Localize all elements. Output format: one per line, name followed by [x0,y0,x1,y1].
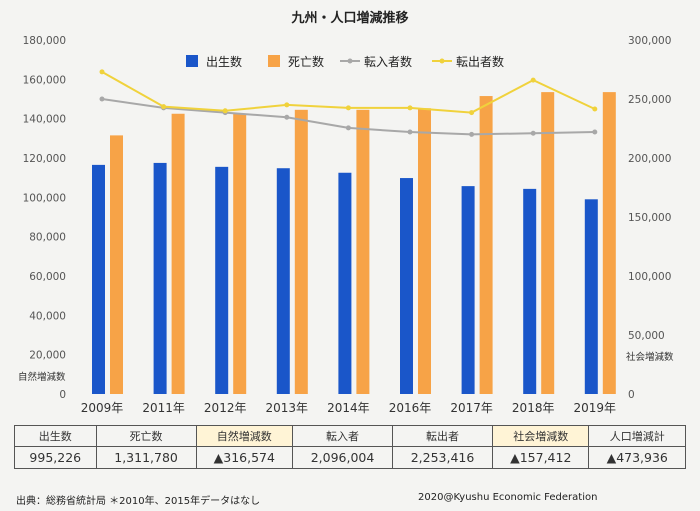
summary-value: 1,311,780 [95,446,197,469]
y-right-tick-label: 150,000 [628,212,671,224]
y-right-tick-label: 200,000 [628,153,671,165]
point-move-out [284,102,290,108]
bar-deaths [541,92,555,394]
bar-deaths [602,92,616,394]
summary-value: 2,253,416 [392,446,494,469]
point-move-in [592,129,598,135]
y-right-tick-label: 0 [628,389,635,401]
summary-header: 人口増減計 [588,425,686,447]
legend-swatch [268,55,280,67]
legend-label: 転入者数 [364,54,412,69]
point-move-out [161,104,167,110]
summary-header: 社会増減数 [492,425,590,447]
bar-births [584,199,598,394]
y-right-axis-label: 社会増減数 [626,351,674,363]
point-move-out [469,110,475,116]
y-right-tick-label: 50,000 [628,330,665,342]
y-left-tick-label: 40,000 [29,310,66,322]
bar-deaths [171,113,185,394]
x-tick-label: 2011年 [142,401,185,415]
summary-header: 死亡数 [95,425,197,447]
legend: 出生数 死亡数 転入者数 転出者数 [186,54,504,69]
summary-value: ▲316,574 [195,446,294,469]
point-move-in [407,129,413,135]
y-left-tick-label: 140,000 [23,114,66,126]
bar-deaths [418,108,431,394]
axes: 180,000 160,000 140,000 120,000 100,000 80,00… [18,35,674,415]
y-right-tick-label: 250,000 [628,94,671,106]
bar-deaths [233,113,247,394]
bar-births [153,162,167,394]
summary-header: 転出者 [392,425,494,447]
bar-deaths [479,96,493,395]
point-move-out [592,106,598,112]
bar-deaths [356,109,370,395]
legend-marker [439,58,445,64]
y-left-tick-label: 120,000 [23,153,66,165]
bar-births [400,178,413,394]
y-left-tick-label: 160,000 [23,74,66,86]
bar-births [338,172,352,394]
point-move-in [469,131,475,137]
point-move-out [407,105,413,111]
legend-label: 転出者数 [456,54,504,69]
summary-header: 自然増減数 [195,425,294,447]
point-move-in [284,114,290,120]
y-left-tick-label: 20,000 [29,350,66,362]
source-note: 出典：総務省統計局 ＊2010年、2015年データはなし [16,496,261,507]
x-tick-label: 2017年 [450,401,493,415]
bar-births [92,164,105,394]
y-right-tick-label: 100,000 [628,271,671,283]
credit: 2020@Kyushu Economic Federation [418,492,598,503]
x-tick-label: 2009年 [81,401,124,415]
y-left-tick-label: 100,000 [23,192,66,204]
bar-births [276,168,290,394]
point-move-in [345,125,351,131]
point-move-in [530,130,536,136]
y-right-tick-label: 300,000 [628,35,671,47]
legend-swatch [186,55,198,67]
y-left-tick-label: 80,000 [29,232,66,244]
x-tick-label: 2014年 [327,401,370,415]
population-chart: 九州・人口増減推移 出生数 死亡数 転入者数 転出者数 180,000160,0001… [18,10,674,415]
y-left-tick-label: 180,000 [23,35,66,47]
lines [99,69,598,137]
legend-label: 出生数 [206,54,242,69]
legend-label: 死亡数 [288,54,324,69]
summary-value: ▲473,936 [588,446,686,469]
y-left-axis-label: 自然増減数 [18,371,66,383]
x-tick-label: 2018年 [512,401,555,415]
x-tick-label: 2013年 [266,401,309,415]
bar-deaths [294,109,308,395]
summary-value: ▲157,412 [492,446,590,469]
summary-header: 転入者 [292,425,394,447]
summary-value: 2,096,004 [292,446,394,469]
y-left-tick-label: 0 [59,389,66,401]
legend-marker [347,58,353,64]
bar-births [523,188,537,394]
summary-value: 995,226 [14,446,97,469]
point-move-out [345,105,351,111]
bar-deaths [110,135,123,394]
bar-births [215,166,229,394]
y-left-tick-label: 60,000 [29,271,66,283]
chart-title: 九州・人口増減推移 [290,10,408,26]
summary-table: 出生数 死亡数 自然増減数 転入者 転出者 社会増減数 人口増減計 995,22… [14,425,686,469]
bar-births [461,186,475,394]
x-tick-label: 2012年 [204,401,247,415]
x-tick-label: 2019年 [574,401,617,415]
point-move-out [222,108,228,114]
point-move-out [99,69,105,75]
bars [92,92,616,395]
point-move-in [99,96,105,102]
x-tick-label: 2016年 [389,401,432,415]
summary-header: 出生数 [14,425,97,447]
point-move-out [530,77,536,83]
